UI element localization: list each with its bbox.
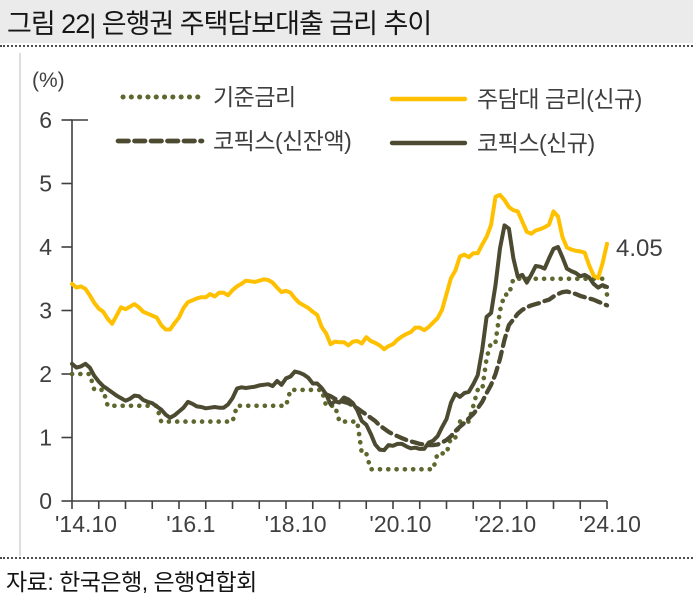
x-tick-label: '16.1 — [166, 511, 215, 537]
y-tick-label: 6 — [39, 107, 52, 133]
chart-area: (%) 0 1 2 3 4 5 6 '14.10 '16.1 '18.10 '20.10 '22.10… — [0, 48, 693, 557]
y-axis-unit-label: (%) — [32, 69, 65, 92]
x-tick-label: '18.10 — [265, 511, 327, 537]
y-tick-label: 2 — [39, 361, 52, 387]
series-dotted — [69, 276, 610, 472]
x-tick-label: '20.10 — [369, 511, 431, 537]
y-tick-label: 1 — [39, 425, 52, 451]
x-tick-label: '24.10 — [579, 511, 641, 537]
series-solid — [70, 192, 609, 352]
axes: 0 1 2 3 4 5 6 '14.10 '16.1 '18.10 '20.10 '22.10 '24.… — [39, 107, 641, 537]
series-lines — [69, 192, 610, 472]
y-tick-label: 3 — [39, 298, 52, 324]
legend-label-cofix-balance: 코픽스(신잔액) — [213, 128, 351, 154]
end-value-annotation: 4.05 — [616, 235, 663, 262]
series-solid — [70, 223, 609, 453]
x-tick-label: '14.10 — [55, 511, 117, 537]
line-chart: (%) 0 1 2 3 4 5 6 '14.10 '16.1 '18.10 '20.10 '22.10… — [19, 53, 663, 556]
dotted-separator-top — [0, 45, 693, 47]
legend: 기준금리 주담대 금리(신규) 코픽스(신잔액) 코픽스(신규) — [115, 84, 642, 156]
x-tick-label: '22.10 — [474, 511, 536, 537]
y-tick-label: 4 — [39, 234, 52, 260]
dotted-separator-bottom — [0, 557, 693, 559]
legend-label-base-rate: 기준금리 — [213, 84, 296, 110]
figure-title: 그림 22| 은행권 주택담보대출 금리 추이 — [7, 9, 432, 39]
series-dashed — [323, 289, 610, 448]
y-tick-label: 0 — [39, 488, 52, 514]
y-tick-label: 5 — [39, 171, 52, 197]
figure-title-bar: 그림 22| 은행권 주택담보대출 금리 추이 — [0, 0, 693, 43]
legend-label-mortgage-rate: 주담대 금리(신규) — [477, 86, 642, 112]
source-note: 자료: 한국은행, 은행연합회 — [6, 569, 257, 595]
legend-label-cofix-new: 코픽스(신규) — [477, 130, 595, 156]
